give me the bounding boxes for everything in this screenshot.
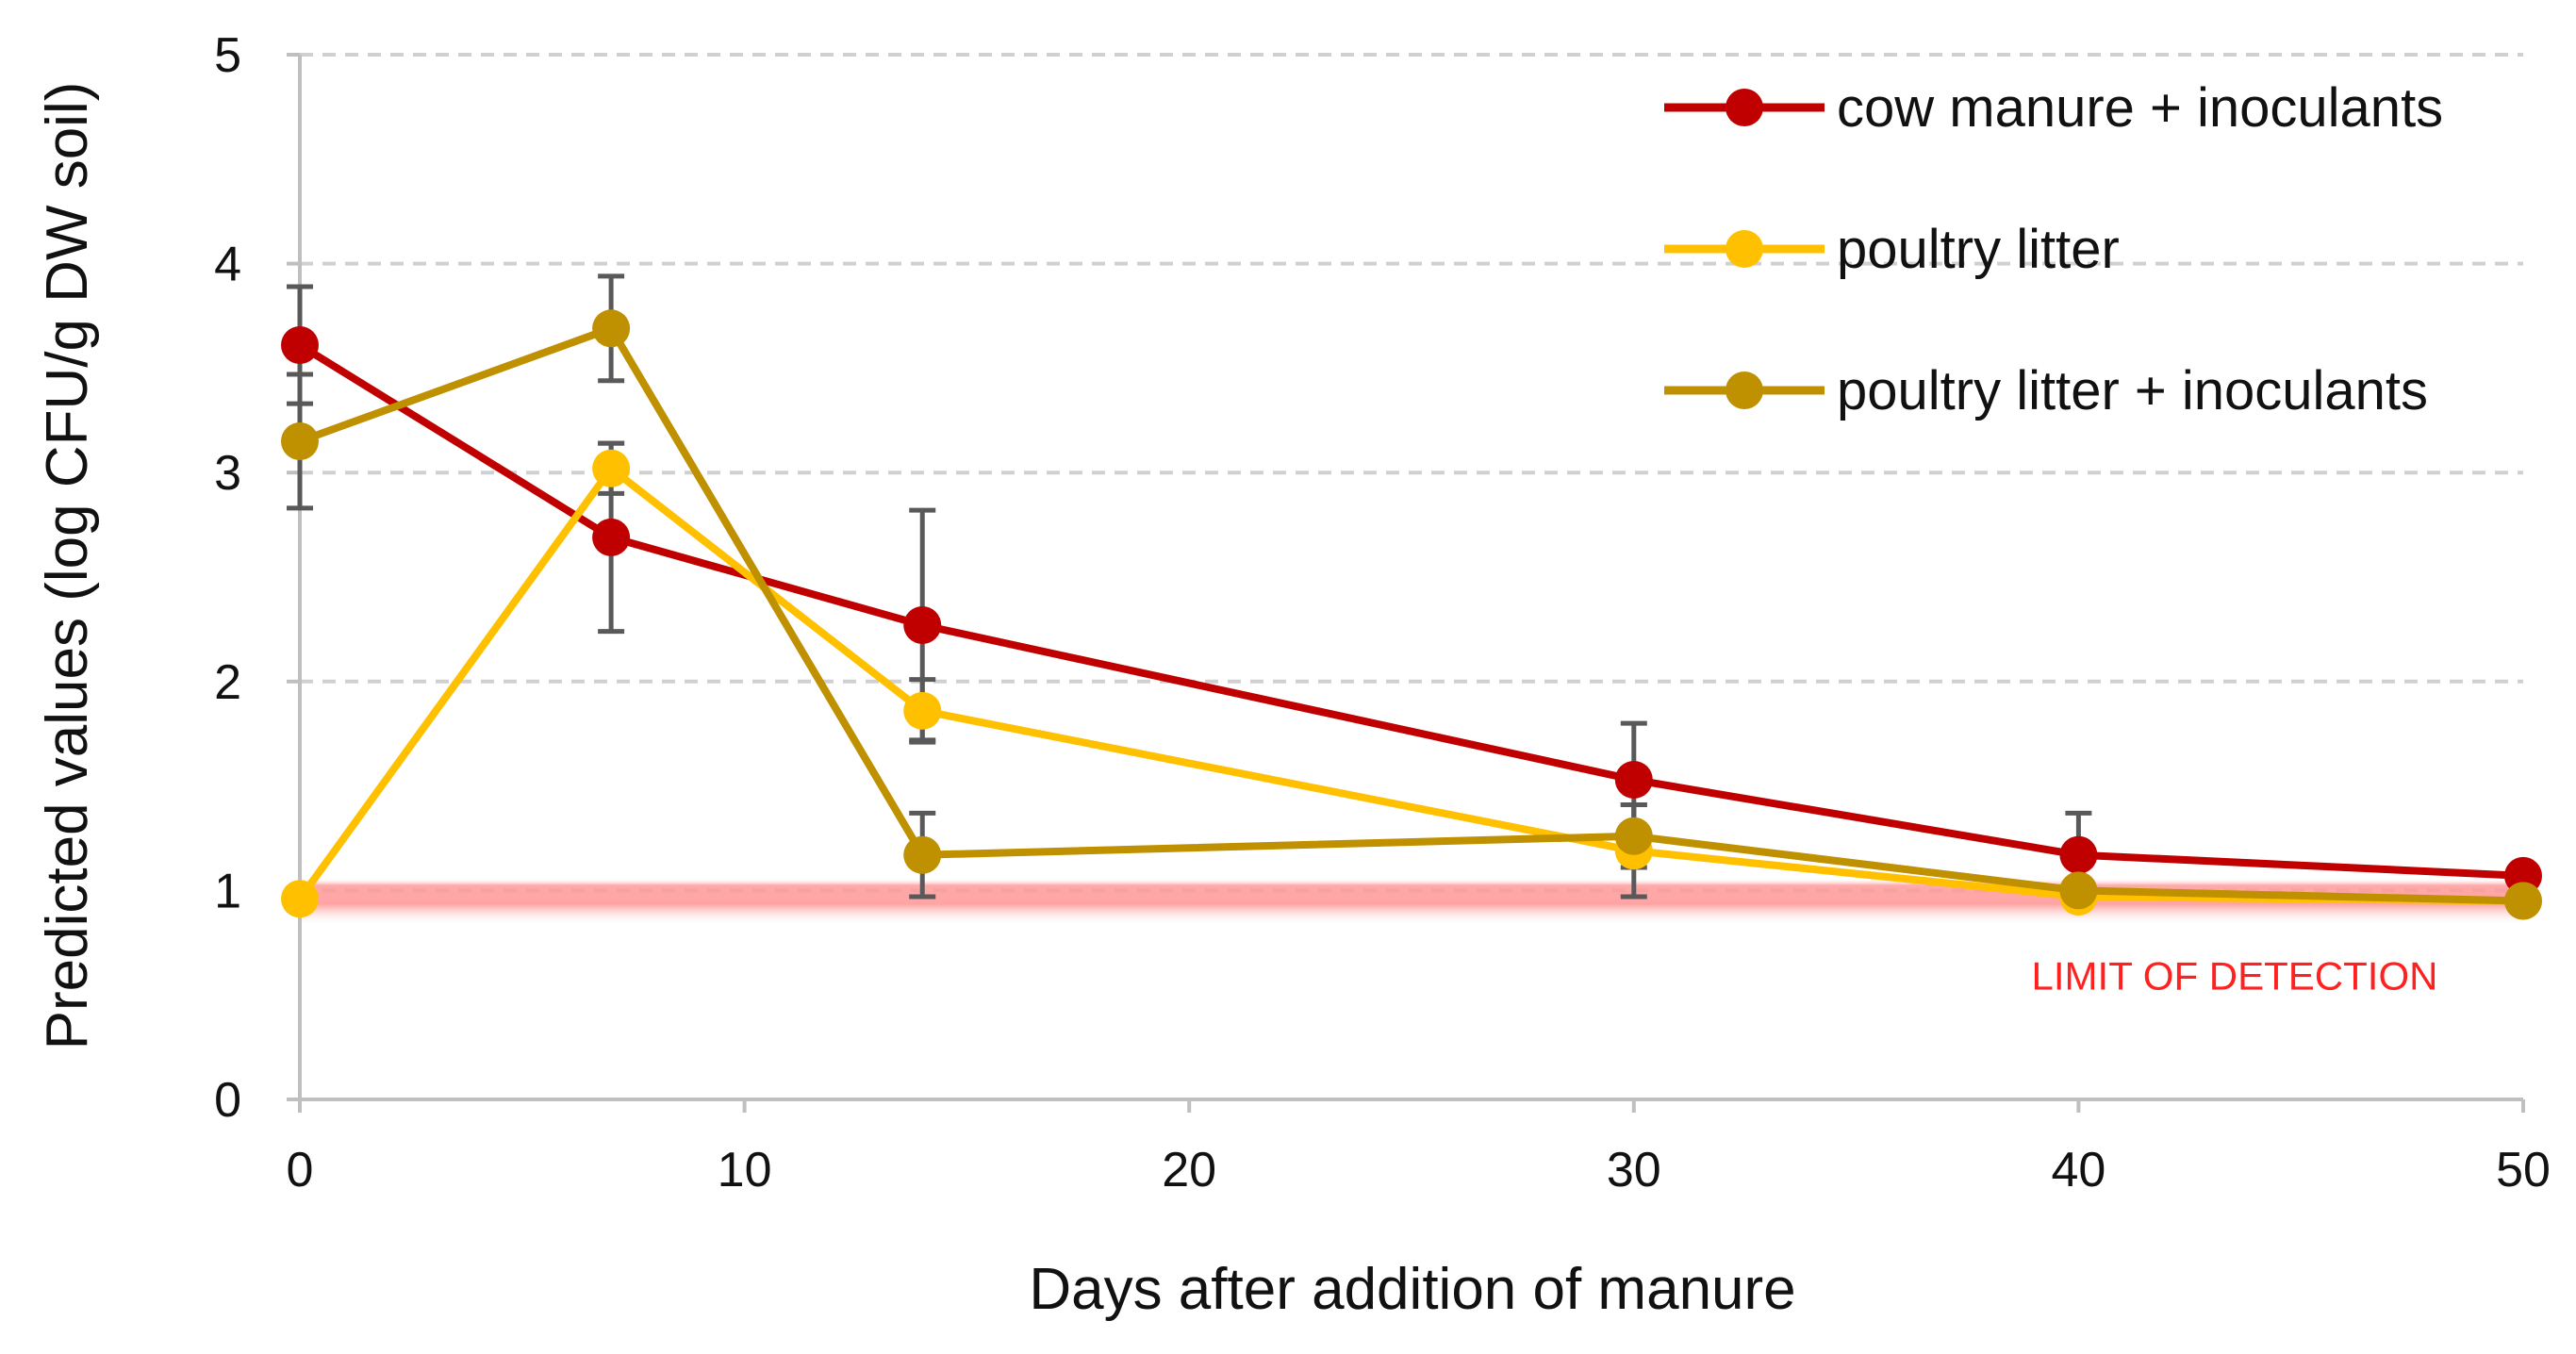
series-3: [281, 309, 2542, 920]
limit-of-detection-label: LIMIT OF DETECTION: [2032, 953, 2438, 998]
series-3-point-day-7: [592, 309, 631, 348]
series-1-point-day-40: [2059, 835, 2098, 874]
legend-swatch-marker: [1726, 89, 1763, 126]
x-tick-label-0: 0: [287, 1143, 314, 1197]
legend-item-2: poultry litter: [1664, 219, 2120, 280]
legend-label: cow manure + inoculants: [1837, 77, 2443, 139]
series-1-point-day-7: [592, 518, 631, 556]
y-tick-label-4: 4: [214, 238, 241, 292]
legend-swatch-marker: [1726, 230, 1763, 268]
legend-swatch-marker: [1726, 372, 1763, 409]
legend-item-3: poultry litter + inoculants: [1664, 360, 2428, 421]
error-bars: [287, 273, 2092, 900]
y-axis-title: Predicted values (log CFU/g DW soil): [35, 82, 100, 1050]
series-2-line: [296, 464, 2524, 905]
y-tick-label-2: 2: [214, 655, 241, 710]
y-tick-label-0: 0: [214, 1073, 241, 1128]
legend: cow manure + inoculants poultry litter pou…: [1664, 77, 2443, 421]
series-lines: [281, 309, 2542, 920]
series-2-point-day-0: [281, 880, 319, 918]
series-2-point-day-14: [903, 691, 942, 730]
series-3-point-day-30: [1614, 817, 1653, 855]
series-1-point-day-0: [281, 326, 319, 365]
series-3-point-day-50: [2504, 882, 2542, 920]
x-tick-label-20: 20: [1162, 1143, 1216, 1197]
series-2: [281, 449, 2542, 920]
x-tick-label-30: 30: [1607, 1143, 1661, 1197]
series-3-point-day-0: [281, 421, 319, 460]
x-tick-label-40: 40: [2051, 1143, 2105, 1197]
legend-item-1: cow manure + inoculants: [1664, 77, 2443, 139]
gridlines: [300, 53, 2523, 893]
series-1-point-day-30: [1614, 760, 1653, 799]
limit-of-detection-band-fill: [300, 878, 2523, 926]
legend-label: poultry litter: [1837, 219, 2120, 280]
legend-label: poultry litter + inoculants: [1837, 360, 2428, 421]
y-tick-label-3: 3: [214, 446, 241, 501]
series-2-point-day-7: [592, 449, 631, 487]
series-3-point-day-14: [903, 835, 942, 874]
series-3-point-day-40: [2059, 871, 2098, 910]
x-axis-title: Days after addition of manure: [1029, 1257, 1795, 1322]
y-tick-label-1: 1: [214, 864, 241, 918]
y-tick-label-5: 5: [214, 28, 241, 83]
x-tick-label-50: 50: [2496, 1143, 2551, 1197]
series-1-line: [297, 341, 2524, 880]
series-1-point-day-14: [903, 605, 942, 644]
series-3-line: [298, 324, 2524, 905]
x-tick-label-10: 10: [718, 1143, 772, 1197]
limit-of-detection-band: LIMIT OF DETECTION: [300, 878, 2523, 998]
